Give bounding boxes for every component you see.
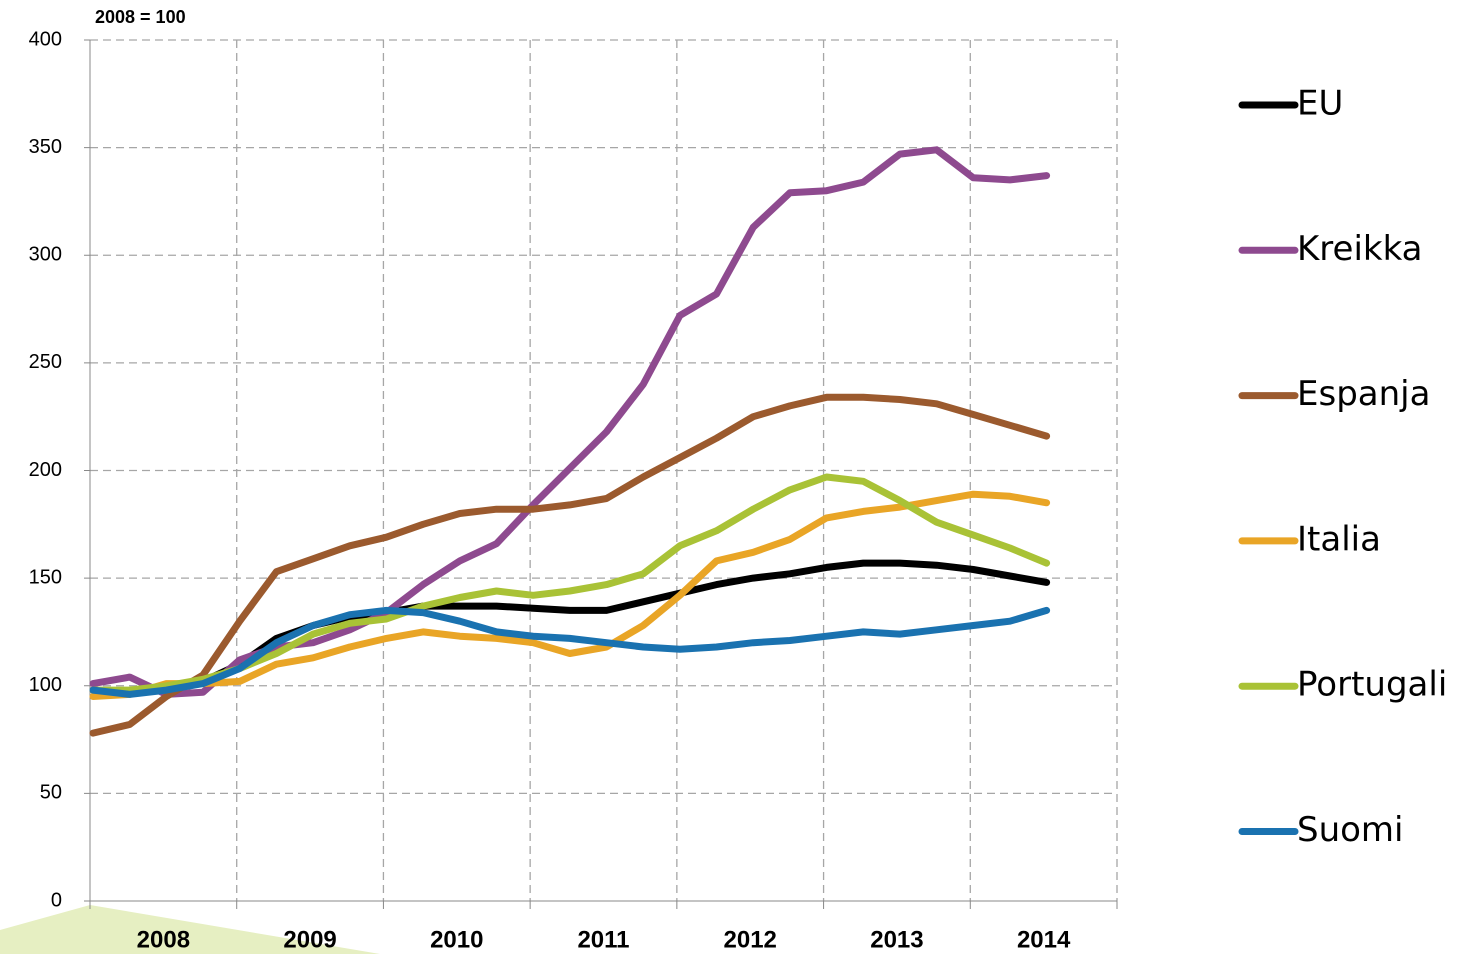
y-tick-label: 50 xyxy=(40,782,62,804)
legend-label: Suomi xyxy=(1297,810,1404,850)
y-tick-label: 200 xyxy=(29,459,62,481)
legend-label: Italia xyxy=(1297,519,1381,559)
series-line xyxy=(89,490,1051,700)
legend-label: EU xyxy=(1297,84,1343,124)
x-tick-label: 2010 xyxy=(430,926,483,953)
y-tick-label: 150 xyxy=(29,566,62,588)
y-tick-label: 350 xyxy=(29,136,62,158)
x-tick-label: 2008 xyxy=(137,926,190,953)
y-tick-label: 100 xyxy=(29,674,62,696)
x-tick-label: 2011 xyxy=(577,926,629,953)
legend-label: Espanja xyxy=(1297,374,1430,414)
series-line xyxy=(89,393,1051,737)
decoration xyxy=(0,905,380,954)
x-tick-label: 2012 xyxy=(724,926,777,953)
chart-subtitle: 2008 = 100 xyxy=(95,7,186,27)
x-tick-label: 2013 xyxy=(870,926,923,953)
y-tick-label: 250 xyxy=(29,351,62,373)
legend-label: Kreikka xyxy=(1297,229,1423,269)
x-tick-label: 2009 xyxy=(283,926,336,953)
y-tick-label: 0 xyxy=(51,889,62,911)
series-line xyxy=(89,606,1051,698)
y-tick-label: 400 xyxy=(29,28,62,50)
series-line xyxy=(89,146,1051,698)
y-tick-label: 300 xyxy=(29,244,62,266)
legend-label: Portugali xyxy=(1297,665,1447,705)
x-tick-label: 2014 xyxy=(1017,926,1071,953)
